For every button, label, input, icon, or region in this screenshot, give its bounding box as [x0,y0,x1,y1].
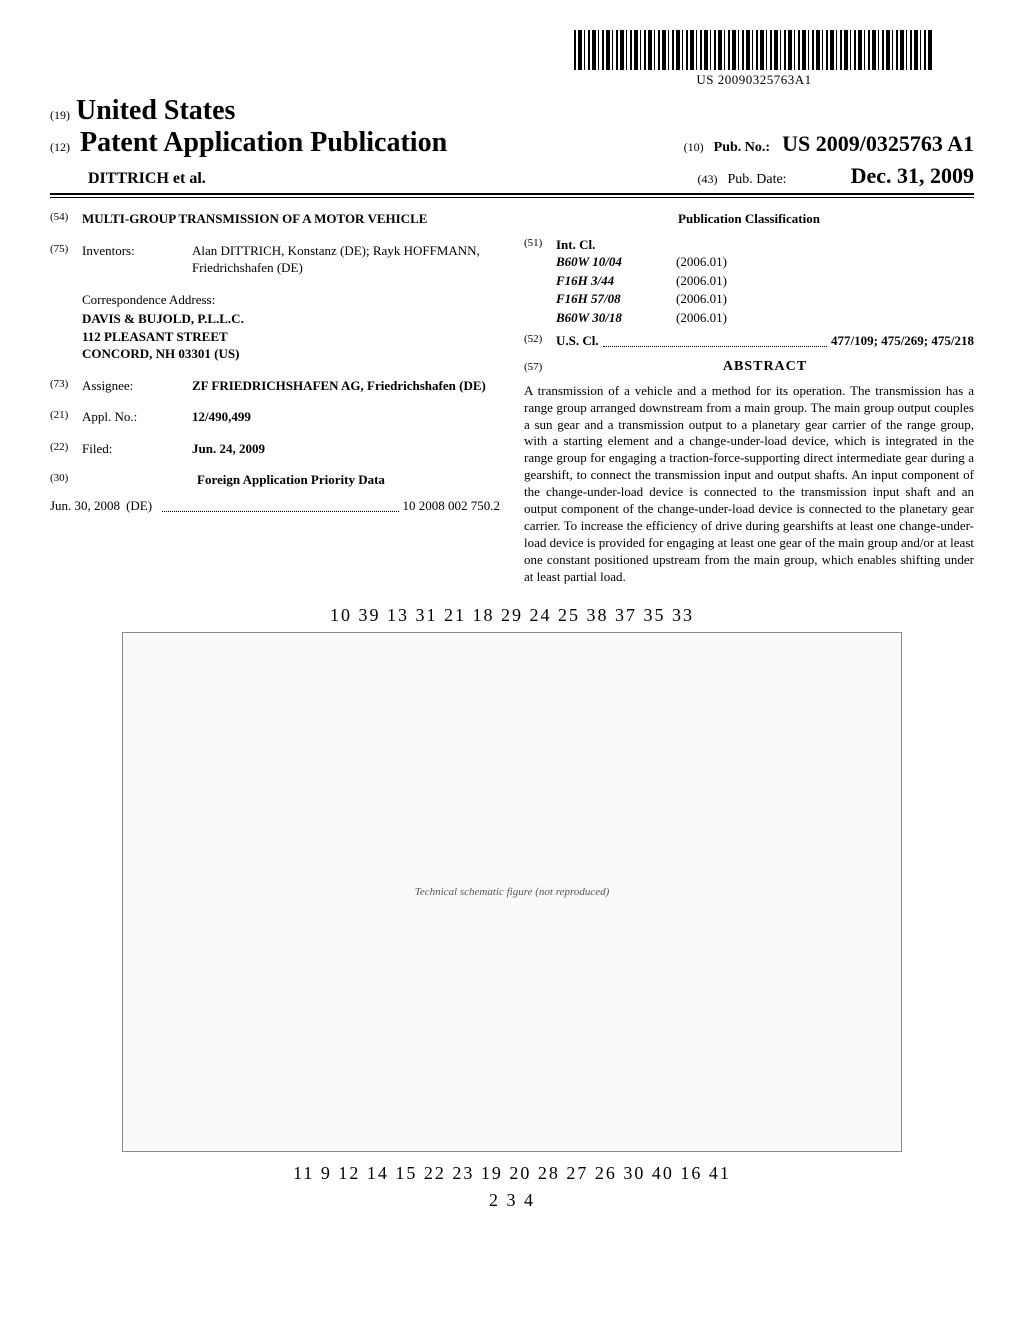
publication-type: Patent Application Publication [80,127,447,158]
corr-line1: DAVIS & BUJOLD, P.L.L.C. [82,310,500,328]
publication-number: US 2009/0325763 A1 [782,131,974,156]
pubdate-label: Pub. Date: [727,172,786,187]
inventors-label: Inventors: [82,242,192,277]
intcl-row: B60W 30/18 (2006.01) [524,309,974,327]
applno-value: 12/490,499 [192,408,500,426]
figure-bottom-labels: 11 9 12 14 15 22 23 19 20 28 27 26 30 40… [50,1163,974,1184]
inventors-value: Alan DITTRICH, Konstanz (DE); Rayk HOFFM… [192,242,500,277]
code-43: (43) [697,172,717,186]
corr-heading: Correspondence Address: [82,291,500,309]
figure-bracket-labels: 2 3 4 [50,1190,974,1211]
priority-heading: Foreign Application Priority Data [82,471,500,489]
dots-leader [603,329,827,347]
invention-title: MULTI-GROUP TRANSMISSION OF A MOTOR VEHI… [82,210,427,228]
code-30: (30) [50,471,82,497]
code-12: (12) [50,140,70,154]
corr-line2: 112 PLEASANT STREET [82,328,500,346]
priority-country: (DE) [126,497,152,515]
barcode-bars [574,30,934,70]
barcode-number: US 20090325763A1 [574,72,934,88]
field-21-applno: (21) Appl. No.: 12/490,499 [50,408,500,426]
field-51-intcl: (51) Int. Cl. [524,236,974,254]
intcl-ver: (2006.01) [676,272,727,290]
schematic-figure [122,632,902,1152]
code-75: (75) [50,242,82,277]
code-57: (57) [524,360,556,375]
filed-label: Filed: [82,440,192,458]
intcl-ver: (2006.01) [676,309,727,327]
field-30-priority: (30) Foreign Application Priority Data J… [50,471,500,514]
applno-label: Appl. No.: [82,408,192,426]
field-52-uscl: (52) U.S. Cl. 477/109; 475/269; 475/218 [524,332,974,350]
right-column: Publication Classification (51) Int. Cl.… [524,210,974,585]
intcl-label: Int. Cl. [556,236,595,254]
field-73-assignee: (73) Assignee: ZF FRIEDRICHSHAFEN AG, Fr… [50,377,500,395]
intcl-code: B60W 30/18 [556,309,676,327]
intcl-ver: (2006.01) [676,290,727,308]
dots-leader [162,494,398,512]
abstract-heading: ABSTRACT [556,358,974,377]
intcl-ver: (2006.01) [676,253,727,271]
correspondence-address: Correspondence Address: DAVIS & BUJOLD, … [82,291,500,363]
field-54-title: (54) MULTI-GROUP TRANSMISSION OF A MOTOR… [50,210,500,228]
priority-date: Jun. 30, 2008 [50,497,120,515]
figure-area: 10 39 13 31 21 18 29 24 25 38 37 35 33 1… [50,605,974,1211]
abstract-text: A transmission of a vehicle and a method… [524,383,974,586]
code-52: (52) [524,332,556,350]
figure-top-labels: 10 39 13 31 21 18 29 24 25 38 37 35 33 [50,605,974,626]
intcl-row: F16H 3/44 (2006.01) [524,272,974,290]
priority-number: 10 2008 002 750.2 [403,497,501,515]
intcl-code: F16H 57/08 [556,290,676,308]
intcl-row: F16H 57/08 (2006.01) [524,290,974,308]
country: United States [76,95,235,127]
code-51: (51) [524,236,556,254]
intcl-row: B60W 10/04 (2006.01) [524,253,974,271]
assignee-name: ZF FRIEDRICHSHAFEN AG, Friedrichshafen (… [192,378,486,393]
priority-row: Jun. 30, 2008 (DE) 10 2008 002 750.2 [50,497,500,515]
uscl-value: 477/109; 475/269; 475/218 [831,332,974,350]
biblio-columns: (54) MULTI-GROUP TRANSMISSION OF A MOTOR… [50,210,974,585]
barcode: US 20090325763A1 [574,30,934,88]
filed-value: Jun. 24, 2009 [192,440,500,458]
pubno-label: Pub. No.: [714,140,770,155]
field-22-filed: (22) Filed: Jun. 24, 2009 [50,440,500,458]
intcl-code: F16H 3/44 [556,272,676,290]
field-75-inventors: (75) Inventors: Alan DITTRICH, Konstanz … [50,242,500,277]
publication-header: (19) United States (12) Patent Applicati… [50,95,974,195]
code-10: (10) [684,140,704,154]
authors: DITTRICH et al. [88,170,206,188]
code-19: (19) [50,108,70,123]
intcl-code: B60W 10/04 [556,253,676,271]
corr-line3: CONCORD, NH 03301 (US) [82,345,500,363]
assignee-value: ZF FRIEDRICHSHAFEN AG, Friedrichshafen (… [192,377,500,395]
uscl-codes: 477/109; 475/269; 475/218 [831,333,974,348]
pub-class-heading: Publication Classification [524,210,974,228]
code-22: (22) [50,440,82,458]
uscl-label: U.S. Cl. [556,332,599,350]
publication-date: Dec. 31, 2009 [851,163,974,188]
left-column: (54) MULTI-GROUP TRANSMISSION OF A MOTOR… [50,210,500,585]
code-73: (73) [50,377,82,395]
barcode-block: US 20090325763A1 [50,30,974,89]
header-rule [50,197,974,198]
assignee-label: Assignee: [82,377,192,395]
field-57-abstract: (57) ABSTRACT [524,350,974,383]
code-21: (21) [50,408,82,426]
code-54: (54) [50,210,82,228]
